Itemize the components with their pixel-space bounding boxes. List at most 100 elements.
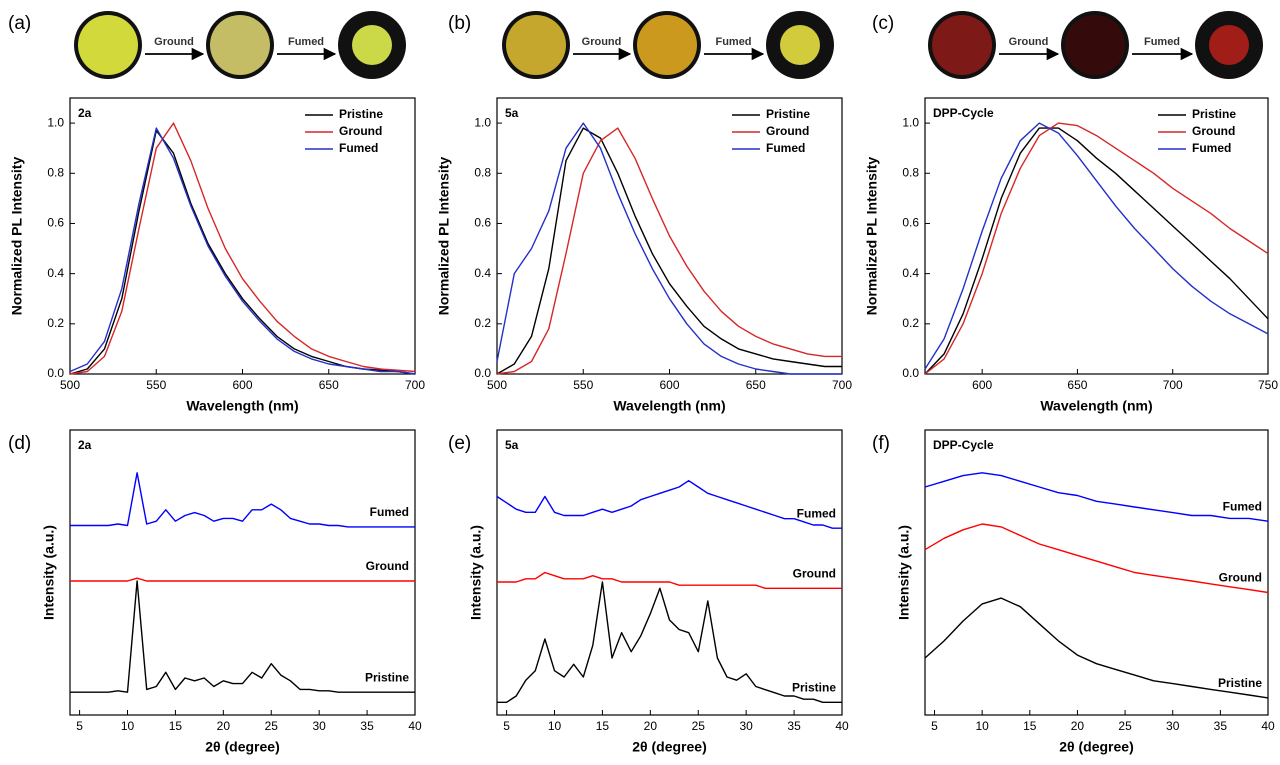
- annotation: 5a: [505, 438, 519, 452]
- step-label: Ground: [154, 36, 194, 48]
- x-tick-label: 700: [1163, 378, 1183, 392]
- x-tick-label: 40: [1261, 719, 1275, 733]
- x-tick-label: 700: [405, 378, 425, 392]
- x-tick-label: 750: [1258, 378, 1278, 392]
- y-tick-label: 0.0: [474, 366, 491, 380]
- series-label: Ground: [793, 567, 836, 581]
- y-tick-label: 0.6: [902, 216, 919, 230]
- x-tick-label: 30: [312, 719, 326, 733]
- x-tick-label: 5: [76, 719, 83, 733]
- series-line: [924, 122, 1269, 370]
- x-tick-label: 35: [360, 719, 374, 733]
- y-tick-label: 0.4: [47, 266, 64, 280]
- sample-photo-content: [932, 15, 992, 75]
- x-tick-label: 10: [975, 719, 989, 733]
- series-label: Fumed: [370, 505, 409, 519]
- y-tick-label: 0.2: [902, 316, 919, 330]
- x-tick-label: 40: [408, 719, 422, 733]
- y-tick-label: 0.4: [902, 266, 919, 280]
- x-tick-label: 600: [659, 378, 679, 392]
- y-axis-label: Normalized PL Intensity: [436, 157, 452, 316]
- x-axis-label: Wavelength (nm): [613, 398, 725, 414]
- series-line: [496, 122, 842, 375]
- y-axis-label: Intensity (a.u.): [41, 525, 57, 620]
- series-label: Fumed: [1223, 499, 1262, 513]
- panel-label: (e): [448, 433, 471, 454]
- y-tick-label: 0.2: [47, 316, 64, 330]
- series-line: [497, 571, 842, 589]
- step-label: Fumed: [1144, 36, 1180, 48]
- series-line: [924, 597, 1269, 699]
- y-tick-label: 0.6: [47, 216, 64, 230]
- plot-frame: [69, 97, 416, 375]
- sample-photo-content: [352, 25, 392, 65]
- sample-photo-content: [780, 25, 820, 65]
- legend-label: Pristine: [339, 107, 383, 121]
- y-axis-label: Intensity (a.u.): [896, 525, 912, 620]
- annotation: 5a: [505, 106, 519, 120]
- x-tick-label: 30: [739, 719, 753, 733]
- series-line: [497, 581, 842, 703]
- y-tick-label: 0.0: [902, 366, 919, 380]
- x-tick-label: 35: [1214, 719, 1228, 733]
- series-line: [70, 580, 415, 693]
- x-tick-label: 5: [503, 719, 510, 733]
- y-tick-label: 0.8: [47, 165, 64, 179]
- step-label: Fumed: [288, 36, 324, 48]
- plot-frame: [69, 429, 416, 716]
- series-line: [924, 122, 1269, 375]
- legend-label: Ground: [1192, 124, 1235, 138]
- y-tick-label: 0.8: [902, 165, 919, 179]
- y-tick-label: 1.0: [902, 115, 919, 129]
- x-tick-label: 25: [1118, 719, 1132, 733]
- x-tick-label: 20: [217, 719, 231, 733]
- x-tick-label: 40: [835, 719, 849, 733]
- x-tick-label: 30: [1166, 719, 1180, 733]
- panel-label: (b): [448, 13, 471, 34]
- annotation: DPP-Cycle: [933, 438, 994, 452]
- plot-frame: [924, 97, 1269, 375]
- x-tick-label: 15: [1023, 719, 1037, 733]
- x-axis-label: Wavelength (nm): [186, 398, 298, 414]
- step-label: Ground: [582, 36, 622, 48]
- y-axis-label: Normalized PL Intensity: [864, 157, 880, 316]
- x-tick-label: 700: [832, 378, 852, 392]
- legend-label: Pristine: [1192, 107, 1236, 121]
- legend-label: Fumed: [1192, 141, 1231, 155]
- series-line: [924, 472, 1269, 522]
- series-line: [496, 127, 842, 375]
- series-line: [924, 523, 1269, 594]
- legend-label: Ground: [339, 124, 382, 138]
- x-tick-label: 35: [787, 719, 801, 733]
- x-tick-label: 20: [1071, 719, 1085, 733]
- x-tick-label: 650: [1067, 378, 1087, 392]
- step-label: Fumed: [715, 36, 751, 48]
- plot-frame: [924, 429, 1269, 716]
- x-tick-label: 25: [265, 719, 279, 733]
- x-axis-label: Wavelength (nm): [1040, 398, 1152, 414]
- series-label: Ground: [366, 559, 409, 573]
- x-tick-label: 10: [121, 719, 135, 733]
- y-tick-label: 1.0: [47, 115, 64, 129]
- legend-label: Fumed: [339, 141, 378, 155]
- panel-label: (c): [872, 13, 894, 34]
- x-tick-label: 25: [692, 719, 706, 733]
- series-label: Pristine: [365, 670, 409, 684]
- annotation: DPP-Cycle: [933, 106, 994, 120]
- y-tick-label: 0.0: [47, 366, 64, 380]
- x-tick-label: 15: [596, 719, 610, 733]
- legend-label: Ground: [766, 124, 809, 138]
- x-tick-label: 5: [931, 719, 938, 733]
- sample-photo-content: [78, 15, 138, 75]
- series-line: [924, 127, 1269, 375]
- series-label: Pristine: [792, 681, 836, 695]
- series-label: Fumed: [797, 506, 836, 520]
- x-tick-label: 500: [487, 378, 507, 392]
- y-axis-label: Intensity (a.u.): [468, 525, 484, 620]
- panel-label: (f): [872, 433, 890, 454]
- y-tick-label: 1.0: [474, 115, 491, 129]
- x-tick-label: 500: [60, 378, 80, 392]
- series-line: [69, 127, 416, 375]
- y-tick-label: 0.4: [474, 266, 491, 280]
